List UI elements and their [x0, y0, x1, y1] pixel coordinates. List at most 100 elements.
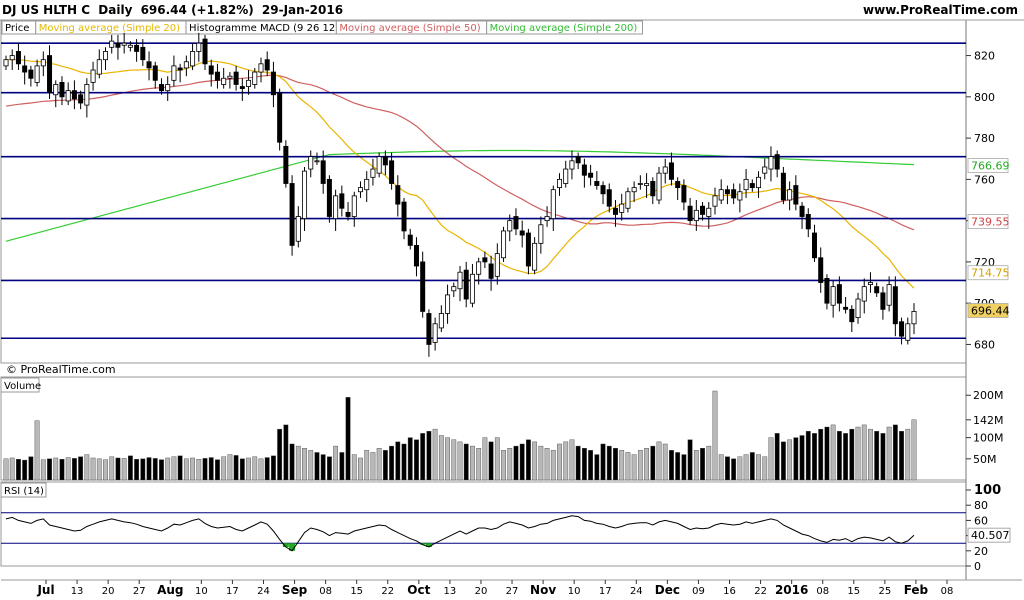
- volume-bar: [470, 445, 475, 481]
- volume-bar: [644, 448, 649, 481]
- candle-body: [687, 205, 693, 222]
- candle-body: [34, 65, 40, 83]
- candle-body: [227, 75, 233, 79]
- volume-bar: [756, 454, 761, 481]
- candle-body: [749, 183, 755, 189]
- site-link[interactable]: www.ProRealTime.com: [863, 3, 1018, 17]
- x-tick-label: Aug: [157, 583, 183, 597]
- volume-bar: [637, 450, 643, 481]
- volume-bar: [420, 433, 426, 481]
- candle-body: [469, 273, 475, 304]
- candle-body: [326, 178, 332, 217]
- volume-bar: [414, 439, 419, 481]
- candle-body: [843, 306, 849, 310]
- volume-bar: [426, 431, 432, 481]
- x-tick-label: 17: [226, 586, 239, 597]
- volume-bar: [40, 459, 46, 481]
- tab-4: [486, 20, 643, 35]
- volume-bar: [780, 441, 786, 481]
- volume-bar: [812, 433, 817, 481]
- candle-body: [569, 160, 575, 170]
- candle-body: [818, 257, 824, 283]
- candle-body: [855, 298, 861, 319]
- volume-bar: [731, 458, 737, 481]
- candle-body: [700, 205, 706, 215]
- volume-bar: [22, 459, 28, 481]
- volume-bar: [333, 445, 339, 481]
- volume-bar: [868, 428, 873, 481]
- candle-body: [656, 172, 662, 201]
- candle-body: [15, 51, 21, 65]
- x-tick-label: 10: [195, 586, 208, 597]
- candle-body: [731, 189, 737, 199]
- x-tick-label: 20: [102, 586, 115, 597]
- candle-body: [693, 209, 699, 222]
- volume-bar: [364, 450, 370, 481]
- volume-bar: [892, 424, 898, 481]
- candle-body: [420, 261, 426, 312]
- rsi-tab: [0, 482, 47, 498]
- volume-bar: [308, 450, 314, 481]
- chart-header: DJ US HLTH C Daily 696.44 (+1.82%) 29-Ja…: [2, 3, 347, 17]
- candle-body: [9, 55, 15, 61]
- price-panel-frame: [0, 19, 967, 364]
- volume-bar: [208, 457, 214, 481]
- candle-body: [631, 187, 637, 193]
- ma50-line: [5, 74, 915, 231]
- x-tick-label: 08: [816, 586, 829, 597]
- candle-body: [96, 59, 102, 75]
- candle-body: [40, 59, 46, 67]
- volume-bar: [370, 452, 376, 481]
- volume-bar: [252, 456, 258, 481]
- x-tick-label: 24: [630, 586, 643, 597]
- candle-body: [208, 65, 214, 75]
- volume-bar: [72, 458, 77, 481]
- volume-bar: [861, 424, 867, 481]
- volume-bar: [134, 459, 140, 481]
- candle-body: [532, 242, 538, 271]
- volume-bar: [59, 459, 65, 481]
- candle-body: [899, 321, 905, 337]
- candle-body: [787, 189, 793, 201]
- x-tick-label: Jul: [36, 583, 54, 597]
- volume-bar: [613, 448, 618, 481]
- candle-body: [376, 156, 382, 174]
- rsi-line: [5, 515, 915, 552]
- volume-bar: [693, 450, 699, 481]
- x-tick-label: Feb: [904, 583, 929, 597]
- candle-body: [270, 71, 276, 96]
- candle-body: [140, 46, 146, 61]
- volume-bar: [264, 457, 270, 481]
- candle-body: [314, 160, 320, 163]
- candle-body: [662, 166, 668, 174]
- price-label: 739.55: [971, 216, 1010, 229]
- volume-bar: [295, 445, 301, 481]
- volume-bar: [358, 457, 363, 481]
- rsi-tick-label: 20: [974, 545, 988, 558]
- price-tick-label: 800: [974, 91, 995, 104]
- candle-body: [90, 69, 96, 83]
- watermark: © ProRealTime.com: [6, 363, 116, 376]
- candle-body: [345, 211, 351, 217]
- volume-tick-label: 100M: [973, 432, 1004, 445]
- volume-bar: [221, 456, 227, 481]
- candlestick-series: [3, 32, 917, 357]
- volume-bar: [700, 448, 705, 481]
- rsi-oversold-fill: [425, 543, 432, 547]
- candle-body: [606, 189, 612, 207]
- volume-bar: [855, 426, 861, 481]
- volume-bar: [737, 456, 743, 481]
- candle-body: [488, 263, 494, 279]
- volume-bar: [557, 443, 562, 481]
- tab-label-2: Histogramme MACD (9 26 12): [189, 23, 339, 34]
- candle-body: [196, 42, 202, 52]
- candle-body: [351, 195, 357, 217]
- volume-series: [3, 390, 917, 481]
- volume-bar: [215, 459, 220, 481]
- volume-bar: [84, 454, 90, 481]
- candle-body: [581, 164, 587, 176]
- candle-body: [824, 278, 830, 304]
- volume-bar: [314, 452, 320, 481]
- candle-body: [874, 286, 880, 294]
